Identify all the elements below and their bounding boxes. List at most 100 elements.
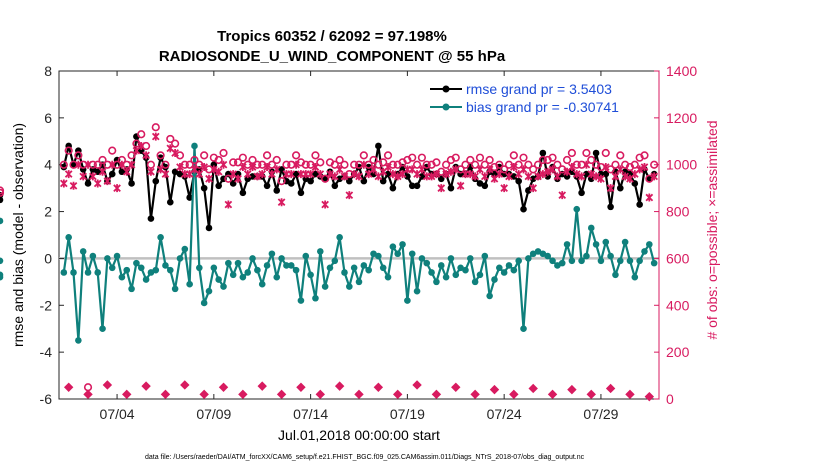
y-tick-label-left: -2 (40, 297, 53, 313)
rmse-point (408, 182, 416, 190)
assimilated-point (539, 170, 547, 179)
possible-point (461, 160, 470, 169)
legend-bias-label: bias grand pr = -0.30741 (466, 99, 619, 115)
rmse-point (384, 170, 392, 178)
possible-low-point (509, 389, 519, 400)
x-tick-label: 07/09 (196, 406, 231, 422)
rmse-point (539, 149, 547, 157)
x-tick-label: 07/19 (390, 406, 425, 422)
assimilated-point (253, 172, 262, 181)
rmse-point (210, 161, 218, 169)
possible-point (166, 134, 175, 144)
rmse-point (544, 173, 552, 180)
possible-point (417, 153, 427, 162)
bias-point (326, 264, 334, 272)
right-y-axis: 0 200 400 600 800 1000 1200 1400 (654, 63, 697, 407)
possible-point (277, 177, 286, 186)
rmse-point (418, 173, 426, 180)
possible-low-point (83, 389, 93, 400)
assimilated-point (321, 200, 329, 209)
bias-point (452, 271, 460, 279)
assimilated-point (500, 184, 508, 193)
possible-low-point (122, 389, 132, 400)
assimilated-point (340, 172, 349, 181)
possible-low-point (102, 380, 113, 390)
possible-low-point (431, 389, 442, 400)
possible-point (219, 148, 228, 158)
assimilated-point (137, 141, 146, 150)
bias-point (152, 266, 160, 274)
bias-point (437, 262, 445, 269)
possible-low-point (393, 389, 403, 400)
rmse-point (515, 177, 522, 185)
possible-point (359, 151, 368, 160)
possible-point (480, 160, 489, 169)
rmse-point (578, 189, 585, 197)
possible-point (456, 165, 465, 174)
assimilated-point (597, 174, 605, 183)
bias-point (510, 266, 518, 274)
bias-point (244, 269, 252, 276)
y-tick-label-right: 1200 (666, 110, 697, 126)
bias-point (549, 257, 556, 265)
possible-point (432, 158, 441, 167)
bias-point (287, 262, 295, 269)
bias-point (563, 241, 571, 248)
rmse-point (636, 201, 643, 208)
rmse-point (370, 170, 377, 178)
possible-point (185, 160, 194, 169)
assimilated-point (248, 163, 257, 172)
assimilated-point (572, 170, 581, 179)
possible-point (475, 153, 485, 162)
possible-point (224, 174, 233, 183)
bias-point (181, 245, 189, 253)
assimilated-point (311, 163, 320, 172)
bias-point (355, 278, 363, 286)
possible-point (311, 151, 320, 160)
bias-point (350, 264, 358, 272)
possible-low-point (276, 389, 287, 400)
possible-point (587, 155, 596, 165)
bias-point (65, 234, 72, 241)
assimilated-point (553, 172, 562, 181)
possible-low-point (257, 381, 267, 391)
bias-point (220, 283, 227, 290)
rmse-point (249, 173, 256, 180)
bias-point (394, 250, 402, 258)
rmse-point (481, 182, 489, 190)
rmse-point (263, 182, 271, 190)
assimilated-point (151, 132, 160, 141)
bias-point (621, 238, 629, 246)
rmse-point (273, 187, 281, 194)
plot-area (58, 70, 660, 400)
possible-low-point (63, 382, 74, 392)
possible-point (412, 160, 422, 169)
bias-point (384, 273, 392, 281)
possible-point (529, 165, 538, 174)
rmse-point (365, 163, 372, 171)
possible-low-point (470, 389, 480, 400)
bias-point (346, 283, 353, 290)
bias-point (636, 257, 643, 265)
rmse-point (152, 177, 160, 185)
possible-point (519, 153, 528, 162)
assimilated-point (451, 165, 460, 174)
possible-point (650, 160, 659, 169)
assimilated-point (316, 170, 325, 179)
bias-point (196, 264, 203, 272)
bias-point (118, 273, 126, 281)
assimilated-point (360, 160, 368, 169)
assimilated-point (601, 163, 610, 172)
rmse-point (563, 173, 571, 180)
bias-point (626, 257, 634, 265)
assimilated-point (108, 160, 117, 169)
bias-point (123, 266, 131, 274)
rmse-point (646, 175, 653, 183)
bias-point (607, 252, 614, 260)
possible-point (335, 155, 344, 165)
rmse-point (413, 182, 421, 190)
assimilated-point (74, 160, 83, 169)
possible-point (321, 174, 330, 183)
possible-point (214, 155, 223, 165)
possible-low-point (412, 380, 422, 390)
